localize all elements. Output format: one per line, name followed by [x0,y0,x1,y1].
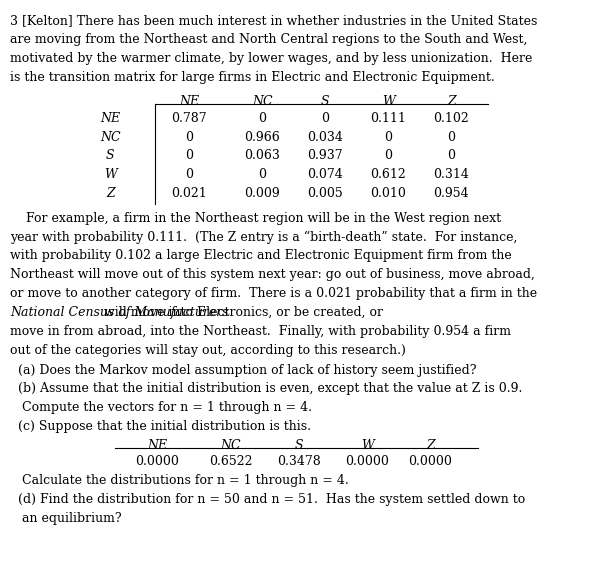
Text: 0.111: 0.111 [370,112,406,124]
Text: (c) Suppose that the initial distribution is this.: (c) Suppose that the initial distributio… [11,420,312,433]
Text: 0: 0 [321,112,329,124]
Text: 0.6522: 0.6522 [209,455,253,468]
Text: are moving from the Northeast and North Central regions to the South and West,: are moving from the Northeast and North … [11,33,528,46]
Text: (b) Assume that the initial distribution is even, except that the value at Z is : (b) Assume that the initial distribution… [11,383,523,395]
Text: is the transition matrix for large firms in Electric and Electronic Equipment.: is the transition matrix for large firms… [11,71,495,84]
Text: 0.0000: 0.0000 [408,455,452,468]
Text: move in from abroad, into the Northeast.  Finally, with probability 0.954 a firm: move in from abroad, into the Northeast.… [11,325,511,337]
Text: 0: 0 [385,131,392,143]
Text: 0: 0 [258,112,266,124]
Text: will move into Electronics, or be created, or: will move into Electronics, or be create… [100,306,383,319]
Text: NC: NC [221,439,241,452]
Text: out of the categories will stay out, according to this research.): out of the categories will stay out, acc… [11,344,407,356]
Text: S: S [106,150,115,162]
Text: 0: 0 [185,150,193,162]
Text: For example, a firm in the Northeast region will be in the West region next: For example, a firm in the Northeast reg… [11,212,502,224]
Text: W: W [361,439,374,452]
Text: 0.0000: 0.0000 [136,455,179,468]
Text: 0.3478: 0.3478 [277,455,321,468]
Text: 0: 0 [185,168,193,181]
Text: 0.954: 0.954 [434,187,469,200]
Text: (d) Find the distribution for n = 50 and n = 51.  Has the system settled down to: (d) Find the distribution for n = 50 and… [11,493,526,506]
Text: 0.102: 0.102 [434,112,469,124]
Text: 0: 0 [185,131,193,143]
Text: 3 [Kelton] There has been much interest in whether industries in the United Stat: 3 [Kelton] There has been much interest … [11,14,538,27]
Text: with probability 0.102 a large Electric and Electronic Equipment firm from the: with probability 0.102 a large Electric … [11,250,512,262]
Text: W: W [104,168,117,181]
Text: S: S [321,95,329,108]
Text: S: S [295,439,303,452]
Text: 0.074: 0.074 [307,168,343,181]
Text: (a) Does the Markov model assumption of lack of history seem justified?: (a) Does the Markov model assumption of … [11,364,477,376]
Text: 0.787: 0.787 [171,112,207,124]
Text: Z: Z [106,187,115,200]
Text: 0: 0 [258,168,266,181]
Text: 0.612: 0.612 [371,168,406,181]
Text: NE: NE [147,439,167,452]
Text: Z: Z [447,95,456,108]
Text: 0: 0 [447,150,455,162]
Text: Compute the vectors for n = 1 through n = 4.: Compute the vectors for n = 1 through n … [11,401,313,414]
Text: 0.314: 0.314 [434,168,469,181]
Text: 0.937: 0.937 [307,150,343,162]
Text: Z: Z [426,439,435,452]
Text: or move to another category of firm.  There is a 0.021 probability that a firm i: or move to another category of firm. The… [11,287,538,300]
Text: NC: NC [100,131,121,143]
Text: 0.966: 0.966 [245,131,280,143]
Text: NE: NE [100,112,120,124]
Text: 0.063: 0.063 [245,150,280,162]
Text: year with probability 0.111.  (The Z entry is a “birth-death” state.  For instan: year with probability 0.111. (The Z entr… [11,231,518,244]
Text: 0.0000: 0.0000 [346,455,389,468]
Text: NE: NE [179,95,199,108]
Text: motivated by the warmer climate, by lower wages, and by less unionization.  Here: motivated by the warmer climate, by lowe… [11,52,533,65]
Text: 0.009: 0.009 [245,187,280,200]
Text: 0.010: 0.010 [370,187,406,200]
Text: 0: 0 [385,150,392,162]
Text: 0.021: 0.021 [171,187,207,200]
Text: Northeast will move out of this system next year: go out of business, move abroa: Northeast will move out of this system n… [11,268,535,281]
Text: 0.034: 0.034 [307,131,343,143]
Text: National Census of Manufacturers: National Census of Manufacturers [11,306,229,319]
Text: NC: NC [252,95,273,108]
Text: 0: 0 [447,131,455,143]
Text: an equilibrium?: an equilibrium? [11,512,122,525]
Text: 0.005: 0.005 [307,187,343,200]
Text: W: W [382,95,395,108]
Text: Calculate the distributions for n = 1 through n = 4.: Calculate the distributions for n = 1 th… [11,474,349,487]
